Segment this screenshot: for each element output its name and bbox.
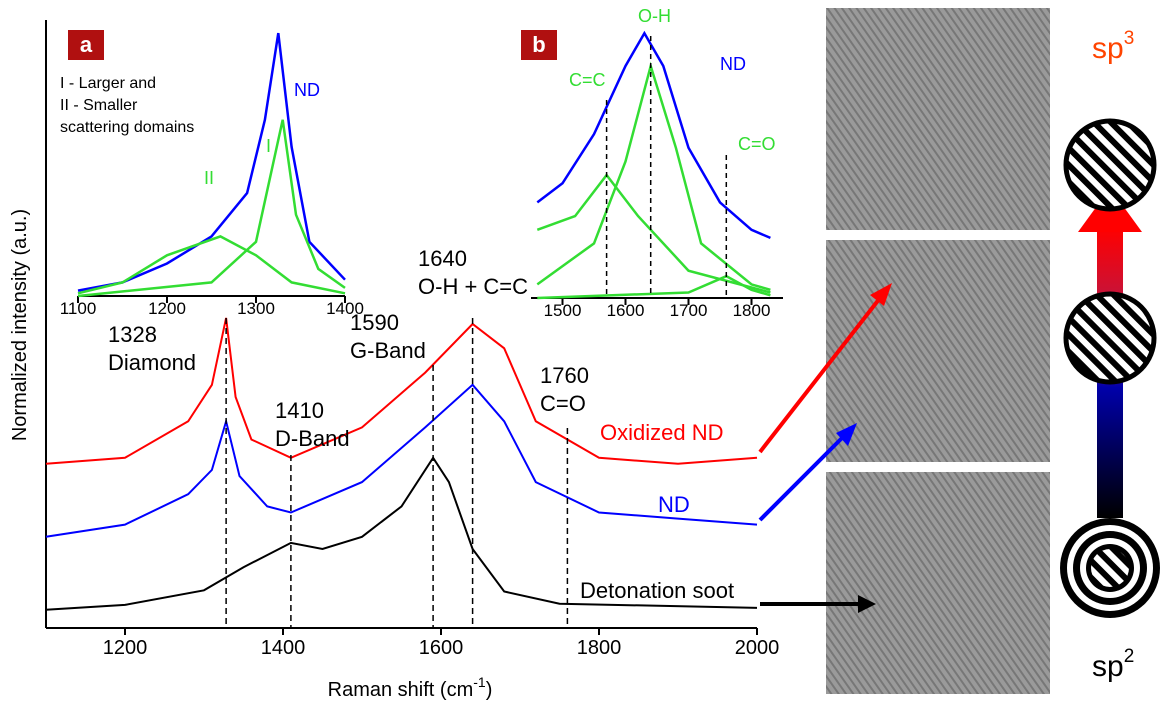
series-label: I [266, 136, 271, 156]
series-line [45, 383, 758, 538]
series-line [77, 119, 346, 298]
series-label: Detonation soot [580, 578, 734, 603]
x-tick-label: 1400 [326, 299, 364, 318]
arrows [758, 283, 892, 613]
sp-sup: 3 [1124, 28, 1135, 49]
panel-badge [68, 30, 104, 60]
series-label: II [204, 168, 214, 188]
sp-text: sp [1092, 650, 1124, 683]
sp-sup: 2 [1124, 646, 1135, 667]
series-line [536, 30, 771, 240]
x-tick-label: 1800 [577, 637, 622, 659]
series-line [45, 455, 758, 611]
panel-label: a [80, 32, 93, 57]
series-label: ND [720, 54, 746, 74]
sp2-label: sp2 [1092, 646, 1134, 683]
label-part: Raman shift (cm [328, 679, 474, 701]
peak-label: C=O [540, 391, 586, 416]
sp3-label: sp3 [1092, 28, 1134, 65]
sp-text: sp [1092, 32, 1124, 65]
panel-label: b [532, 32, 545, 57]
annotation: II - Smaller [60, 97, 138, 114]
x-tick-label: 1600 [419, 637, 464, 659]
series-label: C=O [738, 134, 776, 154]
x-tick-label: 1700 [670, 301, 708, 320]
peak-position: 1328 [108, 322, 157, 347]
annotation: scattering domains [60, 119, 194, 136]
x-tick-label: 1400 [261, 637, 306, 659]
peak-label: Diamond [108, 350, 196, 375]
series-line [536, 173, 771, 294]
x-tick-label: 1800 [733, 301, 771, 320]
peak-position: 1640 [418, 246, 467, 271]
tem-image [826, 8, 1050, 230]
x-axis-label: Raman shift (cm-1) [328, 674, 493, 701]
x-tick-label: 1100 [60, 299, 97, 318]
panel-badge [521, 30, 557, 60]
peak-label: D-Band [275, 426, 350, 451]
tem-image [826, 240, 1050, 462]
series-label: Oxidized ND [600, 420, 723, 445]
y-axis-label: Normalized intensity (a.u.) [9, 209, 31, 441]
peak-position: 1760 [540, 363, 589, 388]
series-line [537, 274, 771, 300]
x-tick-label: 1500 [544, 301, 582, 320]
series-line [77, 235, 346, 295]
x-tick-label: 1200 [103, 637, 148, 659]
series-label: O-H [638, 6, 671, 26]
peak-position: 1410 [275, 398, 324, 423]
series-line [77, 32, 346, 292]
x-tick-label: 1300 [237, 299, 275, 318]
peak-position: 1590 [350, 310, 399, 335]
label-sup: -1 [473, 674, 486, 690]
annotation: I - Larger and [60, 75, 156, 92]
x-tick-label: 1200 [148, 299, 186, 318]
x-tick-label: 1600 [607, 301, 645, 320]
series-line [536, 61, 771, 292]
x-tick-label: 2000 [735, 637, 780, 659]
tem-image [826, 472, 1050, 694]
label-part: ) [486, 679, 493, 701]
series-label: ND [658, 492, 690, 517]
peak-label: G-Band [350, 338, 426, 363]
peak-label: O-H + C=C [418, 274, 528, 299]
series-label: C=C [569, 70, 606, 90]
schematic: sp3 sp2 [1060, 28, 1160, 683]
series-label: ND [294, 80, 320, 100]
